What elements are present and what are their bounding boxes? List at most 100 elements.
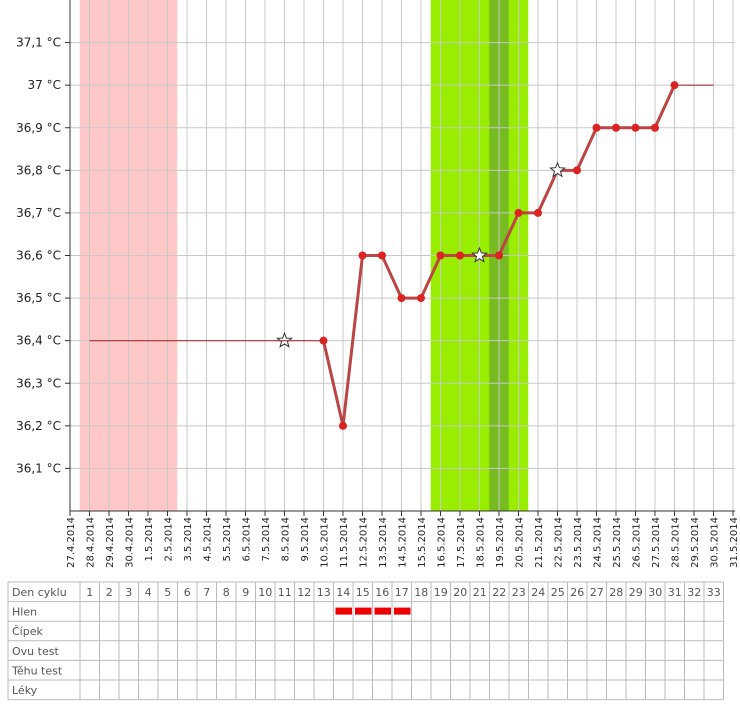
cycle-day: 15 bbox=[356, 586, 370, 599]
x-tick-label: 14.5.2014 bbox=[398, 517, 409, 568]
cycle-day: 22 bbox=[492, 586, 506, 599]
cycle-day: 32 bbox=[687, 586, 701, 599]
x-tick-label: 5.5.2014 bbox=[222, 517, 233, 562]
cycle-day: 14 bbox=[336, 586, 350, 599]
temperature-point bbox=[397, 294, 406, 303]
cycle-day: 25 bbox=[551, 586, 565, 599]
temperature-point bbox=[378, 251, 386, 260]
observation-mark bbox=[335, 607, 352, 615]
x-tick-label: 29.5.2014 bbox=[690, 517, 701, 568]
y-tick-label: 37,1 °C bbox=[16, 36, 61, 50]
cycle-day: 26 bbox=[570, 586, 584, 599]
x-tick-label: 21.5.2014 bbox=[534, 517, 545, 568]
x-tick-label: 29.4.2014 bbox=[105, 517, 116, 568]
temperature-point bbox=[417, 294, 425, 303]
x-tick-label: 11.5.2014 bbox=[339, 517, 350, 568]
y-tick-label: 36,4 °C bbox=[16, 334, 61, 348]
cycle-day: 21 bbox=[473, 586, 487, 599]
x-tick-label: 31.5.2014 bbox=[729, 517, 740, 568]
cycle-day: 7 bbox=[203, 586, 210, 599]
temperature-point bbox=[358, 251, 367, 260]
x-tick-label: 28.4.2014 bbox=[86, 517, 97, 568]
x-tick-label: 28.5.2014 bbox=[671, 517, 682, 568]
temperature-point bbox=[495, 251, 503, 260]
y-tick-label: 37 °C bbox=[28, 78, 61, 92]
cycle-day: 23 bbox=[512, 586, 526, 599]
temperature-point bbox=[612, 123, 620, 132]
y-tick-label: 36,5 °C bbox=[16, 291, 61, 305]
x-tick-label: 7.5.2014 bbox=[261, 517, 272, 562]
cycle-day: 5 bbox=[164, 586, 171, 599]
x-tick-label: 23.5.2014 bbox=[573, 517, 584, 568]
temperature-point bbox=[339, 421, 347, 430]
row-label: Hlen bbox=[12, 606, 37, 619]
projected-line bbox=[89, 84, 714, 342]
cycle-day: 30 bbox=[648, 586, 662, 599]
cycle-day: 33 bbox=[707, 586, 721, 599]
y-tick-label: 36,7 °C bbox=[16, 206, 61, 220]
cycle-day: 20 bbox=[453, 586, 467, 599]
cycle-day: 11 bbox=[278, 586, 292, 599]
y-tick-label: 36,8 °C bbox=[16, 163, 61, 177]
cycle-day: 6 bbox=[184, 586, 191, 599]
row-label: Čípek bbox=[12, 625, 43, 638]
cycle-day: 28 bbox=[609, 586, 623, 599]
temperature-point bbox=[534, 208, 542, 217]
x-tick-label: 25.5.2014 bbox=[612, 517, 623, 568]
x-tick-label: 27.5.2014 bbox=[651, 517, 662, 568]
cycle-day: 2 bbox=[106, 586, 113, 599]
x-tick-label: 13.5.2014 bbox=[378, 517, 389, 568]
x-tick-label: 9.5.2014 bbox=[300, 517, 311, 562]
x-tick-label: 26.5.2014 bbox=[632, 517, 643, 568]
cycle-day: 24 bbox=[531, 586, 545, 599]
y-tick-label: 36,3 °C bbox=[16, 376, 61, 390]
cycle-day: 16 bbox=[375, 586, 389, 599]
temperature-point bbox=[436, 251, 445, 260]
star-point bbox=[549, 161, 566, 178]
x-tick-label: 4.5.2014 bbox=[203, 517, 214, 562]
cycle-day: 1 bbox=[86, 586, 93, 599]
x-tick-label: 22.5.2014 bbox=[554, 517, 565, 568]
temperature-point bbox=[631, 123, 640, 132]
x-tick-label: 30.4.2014 bbox=[125, 517, 136, 568]
x-tick-label: 2.5.2014 bbox=[164, 517, 175, 562]
temperature-point bbox=[456, 251, 464, 260]
x-tick-label: 30.5.2014 bbox=[710, 517, 721, 568]
row-label: Léky bbox=[12, 684, 38, 697]
x-tick-label: 6.5.2014 bbox=[242, 517, 253, 562]
cycle-table: Den cyklu 1 2 3 4 5 6 7 8 9 10 11 12 13 14 15 16 17 18 19 20… bbox=[7, 581, 724, 701]
temperature-point bbox=[573, 166, 581, 175]
x-tick-label: 19.5.2014 bbox=[495, 517, 506, 568]
y-tick-label: 36,6 °C bbox=[16, 249, 61, 263]
x-tick-label: 18.5.2014 bbox=[476, 517, 487, 568]
row-label: Těhu test bbox=[11, 664, 63, 677]
cycle-day: 3 bbox=[125, 586, 132, 599]
cycle-day: 10 bbox=[258, 586, 272, 599]
star-point bbox=[471, 246, 488, 263]
cycle-day: 27 bbox=[590, 586, 604, 599]
x-tick-label: 10.5.2014 bbox=[320, 517, 331, 568]
x-tick-label: 17.5.2014 bbox=[456, 517, 467, 568]
x-tick-label: 20.5.2014 bbox=[515, 517, 526, 568]
x-tick-label: 24.5.2014 bbox=[593, 517, 604, 568]
x-tick-label: 3.5.2014 bbox=[183, 517, 194, 562]
row-label: Ovu test bbox=[12, 645, 59, 658]
cycle-day: 29 bbox=[629, 586, 643, 599]
star-point bbox=[276, 331, 293, 348]
cycle-day: 8 bbox=[223, 586, 230, 599]
cycle-day: 13 bbox=[317, 586, 331, 599]
cycle-day: 9 bbox=[242, 586, 249, 599]
cycle-day: 31 bbox=[668, 586, 682, 599]
x-tick-label: 1.5.2014 bbox=[144, 517, 155, 562]
cycle-day: 12 bbox=[297, 586, 311, 599]
x-tick-label: 16.5.2014 bbox=[437, 517, 448, 568]
cycle-day: 19 bbox=[434, 586, 448, 599]
observation-mark bbox=[374, 607, 391, 615]
temperature-point bbox=[514, 208, 523, 217]
cycle-day: 17 bbox=[395, 586, 409, 599]
x-tick-label: 27.4.2014 bbox=[66, 517, 77, 568]
cycle-day: 4 bbox=[145, 586, 152, 599]
x-tick-label: 8.5.2014 bbox=[281, 517, 292, 562]
